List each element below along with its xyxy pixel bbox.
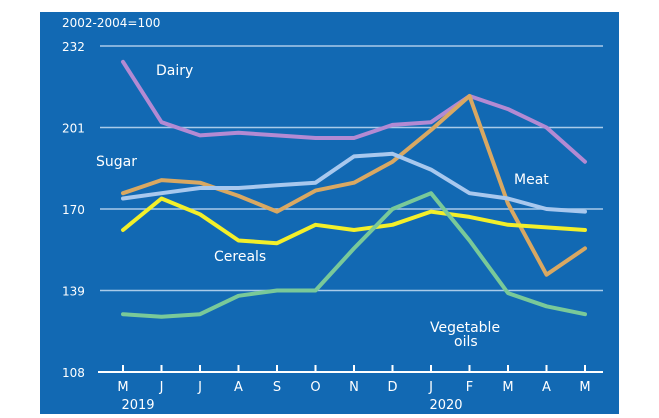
series-line-vegetable-oils bbox=[121, 191, 587, 319]
x-tick-label: S bbox=[273, 380, 281, 395]
x-tick-label: N bbox=[349, 380, 359, 395]
x-tick-label: A bbox=[234, 380, 243, 395]
x-tick-label: M bbox=[502, 380, 513, 395]
y-tick-label: 170 bbox=[62, 203, 85, 217]
y-tick-label: 108 bbox=[62, 366, 85, 380]
x-tick-label: J bbox=[428, 380, 433, 395]
chart-background bbox=[40, 12, 619, 414]
series-line-meat bbox=[121, 94, 587, 277]
x-tick-label: M bbox=[117, 380, 128, 395]
series-line-cereals bbox=[121, 196, 587, 246]
x-tick-label: J bbox=[197, 380, 202, 395]
x-tick-label: M bbox=[579, 380, 590, 395]
series-label: oils bbox=[454, 334, 478, 350]
x-tick-label: D bbox=[387, 380, 397, 395]
y-tick-label: 201 bbox=[62, 122, 85, 136]
series-label: Cereals bbox=[214, 249, 266, 265]
year-label: 2019 bbox=[121, 398, 154, 413]
y-tick-label: 139 bbox=[62, 285, 85, 299]
x-tick-label: A bbox=[542, 380, 551, 395]
year-label: 2020 bbox=[429, 398, 462, 413]
series-line-sugar bbox=[121, 151, 587, 214]
index-note: 2002-2004=100 bbox=[62, 16, 160, 30]
series-label: Sugar bbox=[96, 154, 137, 170]
x-tick-label: F bbox=[466, 380, 473, 395]
series-line-dairy bbox=[121, 59, 587, 164]
series-label: Dairy bbox=[156, 63, 193, 79]
x-tick-label: J bbox=[159, 380, 164, 395]
x-tick-label: O bbox=[310, 380, 320, 395]
series-label: Meat bbox=[514, 172, 549, 188]
series-label: Vegetable bbox=[430, 320, 500, 336]
y-tick-label: 232 bbox=[62, 40, 85, 54]
